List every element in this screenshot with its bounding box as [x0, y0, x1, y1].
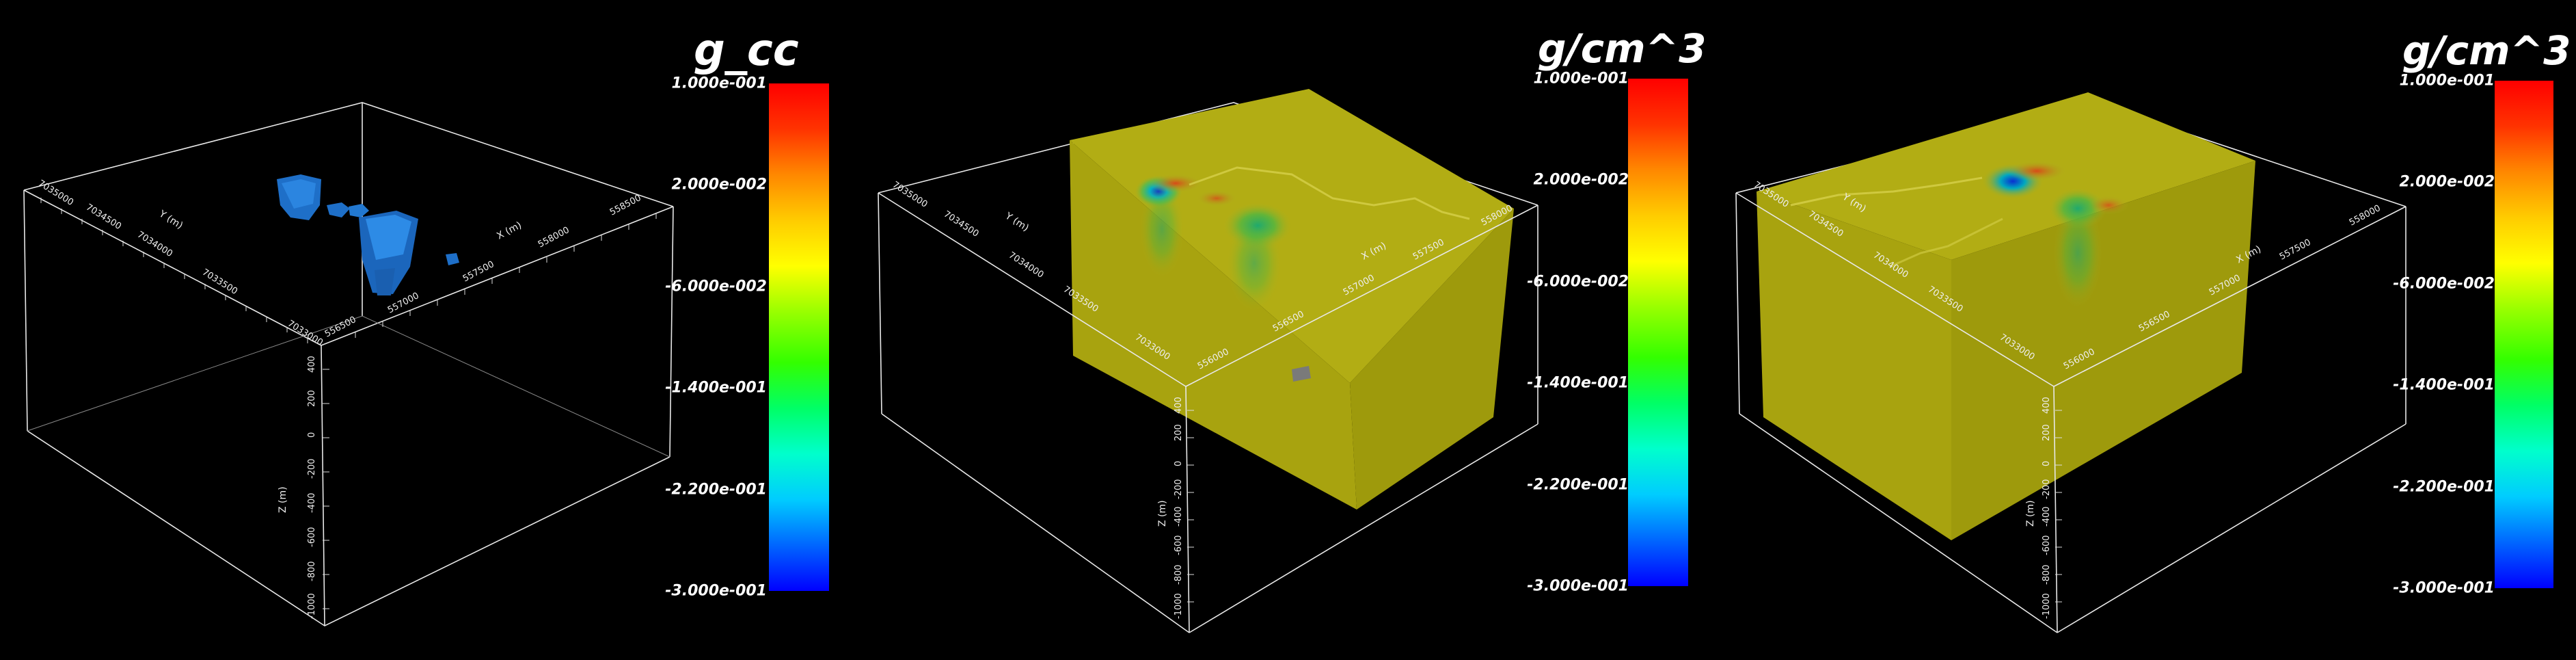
axis-ticks — [40, 198, 657, 609]
z-tick-label: -800 — [1174, 564, 1184, 585]
colorbar-label: -3.000e-001 — [2393, 579, 2495, 597]
x-tick-label: 558500 — [608, 193, 643, 218]
y-tick-label: 7035000 — [36, 179, 75, 208]
colorbar-label: 2.000e-002 — [1533, 171, 1629, 189]
z-tick-label: -1000 — [2042, 593, 2052, 619]
colorbar-label: -2.200e-001 — [665, 481, 767, 499]
y-tick-label: 7033000 — [286, 319, 325, 348]
colorbar-title: g_cc — [694, 25, 799, 76]
x-tick-label: 558000 — [537, 225, 571, 250]
scene-3d-view[interactable]: 556500 557000 557500 558000 558500 X (m)… — [0, 0, 854, 660]
z-tick-labels: 400 200 0 -200 -400 -600 -800 -1000 — [307, 356, 317, 619]
scene-3d-view[interactable]: 556000 556500 557000 557500 558000 X (m)… — [854, 0, 1716, 660]
z-tick-label: -200 — [307, 458, 317, 479]
z-tick-label: -400 — [2042, 506, 2052, 527]
x-tick-label: 558000 — [2348, 203, 2383, 228]
colorbar-title: g/cm^3 — [1538, 25, 1707, 72]
z-tick-label: 200 — [307, 390, 317, 407]
density-volume — [1070, 89, 1514, 510]
z-tick-label: -800 — [2042, 564, 2052, 585]
colorbar-label: -6.000e-002 — [2393, 275, 2495, 293]
y-tick-label: 7034500 — [84, 202, 123, 232]
y-axis-label: Y (m) — [157, 208, 185, 231]
colorbar-label: 1.000e-001 — [1533, 70, 1629, 88]
colorbar-title: g/cm^3 — [2402, 27, 2571, 74]
colorbar-label: -3.000e-001 — [1527, 577, 1629, 595]
colorbar-label: -1.400e-001 — [1527, 374, 1629, 392]
colorbar-label: 1.000e-001 — [671, 75, 767, 92]
z-tick-label: -200 — [1174, 479, 1184, 499]
z-tick-label: 200 — [1174, 424, 1184, 441]
colorbar-label: 2.000e-002 — [671, 176, 767, 194]
x-tick-label: 557500 — [461, 259, 496, 285]
colorbar-label: -1.400e-001 — [2393, 376, 2495, 394]
z-tick-label: 400 — [2042, 397, 2052, 414]
scene-3d-view[interactable]: 556000 556500 557000 557500 558000 X (m)… — [1716, 0, 2576, 660]
z-tick-label: -600 — [1174, 535, 1184, 555]
y-tick-label: 7034000 — [135, 230, 174, 259]
z-tick-label: -1000 — [1174, 593, 1184, 619]
colorbar-label: -2.200e-001 — [2393, 478, 2495, 496]
panel-3-density-volume: 556000 556500 557000 557500 558000 X (m)… — [1716, 0, 2576, 660]
colorbar-label: 2.000e-002 — [2399, 173, 2495, 191]
z-tick-label: -600 — [2042, 535, 2052, 555]
y-axis-label: Y (m) — [1003, 210, 1031, 233]
panel-1-density-isosurface: 556500 557000 557500 558000 558500 X (m)… — [0, 0, 854, 660]
z-tick-labels: 400 200 0 -200 -400 -600 -800 -1000 — [2042, 397, 2052, 619]
z-tick-label: 400 — [1174, 397, 1184, 414]
x-axis-label: X (m) — [495, 220, 524, 241]
axis-ticks — [2055, 410, 2062, 603]
z-tick-label: -1000 — [307, 593, 317, 619]
colorbar — [769, 83, 829, 591]
isosurface-bodies — [277, 174, 459, 295]
z-tick-label: -600 — [307, 527, 317, 547]
x-tick-label: 557000 — [386, 291, 421, 316]
density-volume — [1757, 92, 2255, 540]
z-axis-label: Z (m) — [1157, 500, 1168, 527]
z-tick-label: -800 — [307, 561, 317, 581]
z-tick-label: 0 — [307, 432, 317, 438]
z-axis-label: Z (m) — [277, 486, 288, 513]
colorbar — [1628, 79, 1688, 586]
colorbar-label: -2.200e-001 — [1527, 476, 1629, 494]
z-tick-label: 400 — [307, 356, 317, 373]
x-tick-label: 557500 — [2278, 237, 2313, 263]
z-tick-label: -400 — [307, 492, 317, 513]
colorbar-label: -6.000e-002 — [665, 278, 767, 295]
axis-ticks — [1187, 410, 1194, 603]
panel-2-density-volume: 556000 556500 557000 557500 558000 X (m)… — [854, 0, 1716, 660]
colorbar — [2495, 81, 2553, 588]
front-frame — [878, 192, 1538, 633]
colorbar-label: -6.000e-002 — [1527, 273, 1629, 291]
y-tick-label: 7034000 — [1007, 250, 1046, 280]
z-axis-label: Z (m) — [2025, 500, 2036, 527]
x-tick-label: 556500 — [323, 315, 358, 340]
z-tick-label: 0 — [1174, 461, 1184, 466]
z-tick-labels: 400 200 0 -200 -400 -600 -800 -1000 — [1174, 397, 1184, 619]
z-tick-label: 200 — [2042, 424, 2052, 441]
y-tick-label: 7034500 — [942, 209, 981, 239]
colorbar-label: -3.000e-001 — [665, 582, 767, 600]
front-frame — [1735, 192, 2406, 633]
z-tick-label: -200 — [2042, 479, 2052, 499]
colorbar-label: 1.000e-001 — [2399, 72, 2495, 90]
bounding-box — [23, 102, 674, 626]
y-tick-label: 7035000 — [891, 180, 930, 210]
z-tick-label: -400 — [1174, 506, 1184, 527]
colorbar-label: -1.400e-001 — [665, 379, 767, 397]
z-tick-label: 0 — [2042, 461, 2052, 466]
